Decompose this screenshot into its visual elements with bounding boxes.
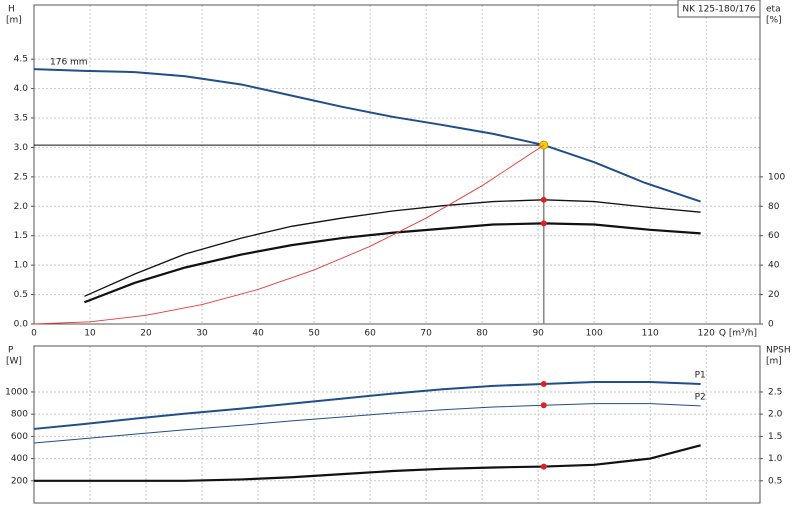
point-marker [540,220,547,227]
x-tick-label: 100 [586,329,603,339]
y-tick-label: 2.0 [14,202,29,212]
chart-title: NK 125-180/176 [682,5,756,15]
y-tick-label: 600 [11,432,28,442]
y-axis-unit: [W] [6,357,22,367]
series-line [33,403,701,444]
series-line [33,68,701,203]
y-tick-label: 800 [11,410,28,420]
curve-label: 176 mm [50,58,88,68]
y2-tick-label: 40 [768,261,780,271]
y-tick-label: 3.5 [14,114,28,124]
series-line [34,444,701,482]
y-tick-label: 400 [11,454,28,464]
y-tick-label: 1.0 [14,261,29,271]
y-tick-label: 200 [11,476,28,486]
x-tick-label: 60 [364,329,376,339]
x-tick-label: 110 [642,329,659,339]
x-tick-label: 40 [252,329,264,339]
curve-label: P2 [695,392,706,402]
y-axis-title: P [8,346,14,356]
point-marker [540,463,547,470]
y2-tick-label: 1.5 [768,432,782,442]
y2-tick-label: 20 [768,290,780,300]
x-tick-label: 50 [308,329,320,339]
series-line [33,144,545,325]
y2-tick-label: 100 [768,172,785,182]
y2-axis-title: NPSH [766,346,791,356]
y-tick-label: 0.0 [14,320,29,330]
y2-axis-title: eta [766,5,781,15]
y2-tick-label: 2.5 [768,387,782,397]
y2-tick-label: 60 [768,231,780,241]
title-box [677,0,761,18]
point-marker [540,196,547,203]
point-marker [540,402,547,409]
y-tick-label: 3.0 [14,143,29,153]
x-tick-label: 120 [698,329,715,339]
x-axis-title: Q [m³/h] [719,329,757,339]
y-tick-label: 1.5 [14,231,28,241]
plot-frame [33,4,761,325]
x-tick-label: 80 [476,329,488,339]
y-axis-title: H [8,5,15,15]
y-axis-unit: [m] [6,16,22,26]
y2-tick-label: 0.5 [768,476,782,486]
y-tick-label: 1000 [5,387,28,397]
x-tick-label: 10 [84,329,96,339]
y2-axis-unit: [%] [766,16,782,26]
y-tick-label: 4.5 [14,55,28,65]
series-line [33,380,701,430]
x-tick-label: 0 [31,329,37,339]
y-tick-label: 0.5 [14,290,28,300]
series-line [84,222,701,304]
y2-tick-label: 0 [768,320,774,330]
x-tick-label: 70 [420,329,432,339]
series-line [84,199,701,297]
x-tick-label: 20 [140,329,152,339]
x-tick-label: 30 [196,329,208,339]
y2-axis-unit: [m] [766,357,782,367]
y2-tick-label: 80 [768,202,780,212]
plot-frame [33,345,761,504]
x-tick-label: 90 [532,329,544,339]
curve-label: P1 [695,370,706,380]
y2-tick-label: 1.0 [768,454,783,464]
y2-tick-label: 2.0 [768,410,783,420]
point-marker [540,380,547,387]
y-tick-label: 2.5 [14,172,28,182]
y-tick-label: 4.0 [14,84,29,94]
